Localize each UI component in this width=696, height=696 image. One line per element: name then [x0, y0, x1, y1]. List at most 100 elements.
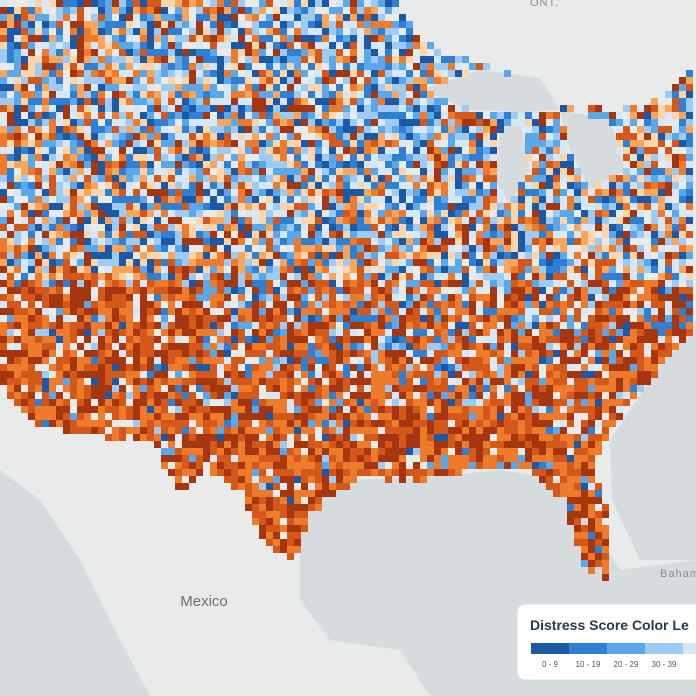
region-tile	[21, 252, 28, 259]
region-tile	[462, 70, 469, 77]
region-tile	[623, 182, 630, 189]
region-tile	[231, 133, 238, 140]
region-tile	[574, 168, 581, 175]
region-tile	[385, 308, 392, 315]
region-tile	[448, 308, 455, 315]
region-tile	[231, 56, 238, 63]
region-tile	[49, 119, 56, 126]
region-tile	[588, 217, 595, 224]
region-tile	[441, 434, 448, 441]
region-tile	[525, 343, 532, 350]
region-tile	[168, 196, 175, 203]
region-tile	[189, 378, 196, 385]
region-tile	[392, 98, 399, 105]
region-tile	[28, 399, 35, 406]
region-tile	[686, 91, 693, 98]
region-tile	[581, 336, 588, 343]
region-tile	[105, 308, 112, 315]
region-tile	[546, 182, 553, 189]
region-tile	[308, 434, 315, 441]
region-tile	[448, 280, 455, 287]
region-tile	[91, 105, 98, 112]
region-tile	[553, 231, 560, 238]
region-tile	[525, 364, 532, 371]
region-tile	[350, 77, 357, 84]
region-tile	[280, 7, 287, 14]
region-tile	[637, 112, 644, 119]
region-tile	[217, 301, 224, 308]
region-tile	[133, 357, 140, 364]
region-tile	[651, 245, 658, 252]
region-tile	[469, 287, 476, 294]
region-tile	[238, 28, 245, 35]
region-tile	[357, 287, 364, 294]
region-tile	[231, 84, 238, 91]
region-tile	[483, 357, 490, 364]
region-tile	[70, 364, 77, 371]
region-tile	[224, 84, 231, 91]
region-tile	[686, 280, 693, 287]
region-tile	[378, 35, 385, 42]
region-tile	[490, 182, 497, 189]
region-tile	[49, 98, 56, 105]
region-tile	[84, 420, 91, 427]
region-tile	[357, 273, 364, 280]
region-tile	[343, 63, 350, 70]
region-tile	[665, 175, 672, 182]
region-tile	[21, 63, 28, 70]
region-tile	[28, 147, 35, 154]
region-tile	[476, 217, 483, 224]
region-tile	[77, 217, 84, 224]
region-tile	[224, 168, 231, 175]
region-tile	[476, 427, 483, 434]
region-tile	[70, 329, 77, 336]
region-tile	[189, 175, 196, 182]
region-tile	[511, 378, 518, 385]
region-tile	[105, 7, 112, 14]
region-tile	[7, 112, 14, 119]
region-tile	[399, 154, 406, 161]
region-tile	[462, 133, 469, 140]
region-tile	[49, 392, 56, 399]
region-tile	[105, 350, 112, 357]
region-tile	[644, 112, 651, 119]
region-tile	[42, 42, 49, 49]
region-tile	[161, 287, 168, 294]
region-tile	[287, 329, 294, 336]
region-tile	[455, 56, 462, 63]
region-tile	[448, 406, 455, 413]
region-tile	[525, 427, 532, 434]
region-tile	[77, 238, 84, 245]
region-tile	[462, 308, 469, 315]
region-tile	[406, 273, 413, 280]
region-tile	[189, 350, 196, 357]
region-tile	[658, 273, 665, 280]
region-tile	[189, 84, 196, 91]
region-tile	[637, 140, 644, 147]
region-tile	[196, 147, 203, 154]
region-tile	[483, 308, 490, 315]
region-tile	[623, 196, 630, 203]
region-tile	[0, 28, 7, 35]
region-tile	[105, 245, 112, 252]
region-tile	[294, 357, 301, 364]
region-tile	[630, 175, 637, 182]
region-tile	[140, 189, 147, 196]
region-tile	[609, 287, 616, 294]
region-tile	[126, 84, 133, 91]
region-tile	[189, 70, 196, 77]
region-tile	[245, 434, 252, 441]
region-tile	[329, 91, 336, 98]
region-tile	[210, 357, 217, 364]
region-tile	[616, 189, 623, 196]
region-tile	[350, 147, 357, 154]
region-tile	[42, 168, 49, 175]
region-tile	[483, 203, 490, 210]
region-tile	[490, 203, 497, 210]
region-tile	[77, 49, 84, 56]
region-tile	[441, 350, 448, 357]
region-tile	[203, 35, 210, 42]
region-tile	[679, 196, 686, 203]
region-tile	[84, 126, 91, 133]
region-tile	[378, 287, 385, 294]
